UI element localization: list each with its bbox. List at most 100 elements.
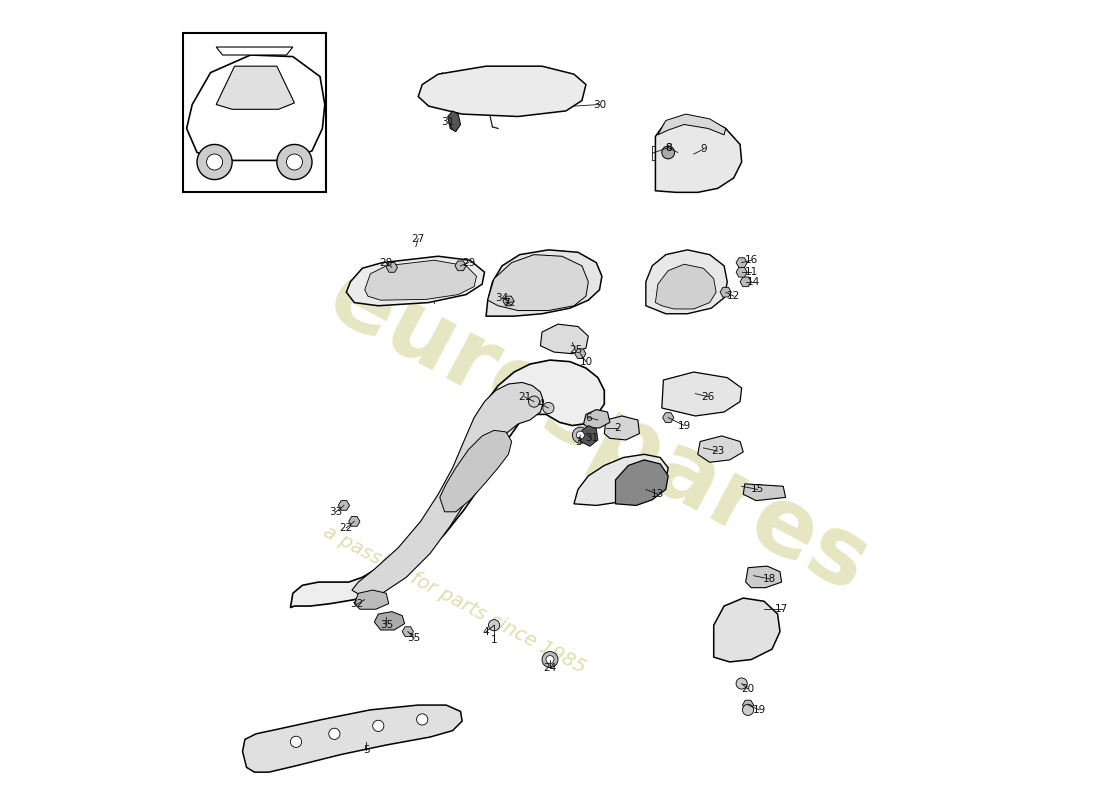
- Circle shape: [736, 678, 747, 689]
- Text: 2: 2: [615, 423, 622, 433]
- Polygon shape: [365, 260, 476, 300]
- Polygon shape: [662, 413, 674, 422]
- Polygon shape: [187, 55, 324, 161]
- Text: 35: 35: [379, 620, 393, 630]
- Text: 31: 31: [441, 117, 454, 127]
- Text: 8: 8: [664, 142, 671, 153]
- Text: 5: 5: [363, 745, 370, 754]
- Polygon shape: [418, 66, 586, 117]
- Text: 14: 14: [747, 277, 760, 287]
- Polygon shape: [697, 436, 744, 462]
- Polygon shape: [575, 349, 586, 358]
- Polygon shape: [574, 454, 668, 506]
- Polygon shape: [217, 47, 293, 55]
- Polygon shape: [656, 117, 741, 192]
- Text: 17: 17: [776, 604, 789, 614]
- Polygon shape: [714, 598, 780, 662]
- Polygon shape: [403, 626, 414, 637]
- Text: 10: 10: [580, 357, 593, 366]
- Text: 32: 32: [350, 599, 363, 610]
- Text: 7: 7: [503, 298, 509, 307]
- FancyBboxPatch shape: [183, 33, 327, 192]
- Text: 21: 21: [518, 392, 531, 402]
- Text: 12: 12: [727, 291, 740, 301]
- Polygon shape: [662, 372, 741, 416]
- Circle shape: [290, 736, 301, 747]
- Polygon shape: [386, 262, 397, 272]
- Text: 19: 19: [678, 421, 691, 430]
- Text: 29: 29: [462, 258, 475, 268]
- Circle shape: [542, 402, 554, 414]
- Polygon shape: [448, 111, 461, 132]
- Text: 15: 15: [751, 485, 764, 494]
- Circle shape: [197, 145, 232, 179]
- Text: 27: 27: [411, 234, 425, 244]
- Polygon shape: [374, 612, 405, 630]
- Circle shape: [207, 154, 222, 170]
- Polygon shape: [736, 267, 747, 277]
- Polygon shape: [339, 501, 350, 510]
- Circle shape: [528, 396, 540, 407]
- Polygon shape: [354, 590, 388, 610]
- Polygon shape: [290, 360, 604, 608]
- Text: 1: 1: [491, 634, 497, 645]
- Polygon shape: [440, 430, 512, 512]
- Circle shape: [572, 427, 588, 443]
- Polygon shape: [217, 66, 295, 110]
- Circle shape: [488, 620, 499, 630]
- Polygon shape: [656, 264, 716, 309]
- Polygon shape: [744, 484, 785, 501]
- Text: 22: 22: [340, 522, 353, 533]
- Text: 26: 26: [702, 392, 715, 402]
- Circle shape: [286, 154, 302, 170]
- Polygon shape: [349, 517, 360, 526]
- Polygon shape: [736, 258, 747, 267]
- Polygon shape: [503, 296, 514, 306]
- Polygon shape: [742, 700, 754, 710]
- Polygon shape: [487, 254, 588, 310]
- Text: 18: 18: [763, 574, 777, 584]
- Text: eurospares: eurospares: [312, 251, 883, 613]
- Circle shape: [329, 728, 340, 739]
- Text: 6: 6: [585, 413, 592, 422]
- Polygon shape: [658, 114, 726, 135]
- Polygon shape: [242, 705, 462, 772]
- Text: 4: 4: [483, 626, 490, 637]
- Text: 4: 4: [537, 399, 543, 409]
- Polygon shape: [746, 566, 782, 588]
- Text: 11: 11: [745, 267, 758, 278]
- Circle shape: [576, 431, 584, 439]
- Polygon shape: [583, 410, 609, 428]
- Circle shape: [742, 704, 754, 715]
- Text: 16: 16: [745, 255, 758, 266]
- Circle shape: [277, 145, 312, 179]
- Text: 19: 19: [752, 705, 766, 715]
- Text: 3: 3: [575, 437, 582, 446]
- Text: 23: 23: [711, 446, 724, 456]
- Circle shape: [662, 146, 674, 159]
- Polygon shape: [581, 426, 598, 446]
- Text: 24: 24: [543, 662, 557, 673]
- Text: 25: 25: [569, 346, 582, 355]
- Text: 35: 35: [408, 633, 421, 643]
- Text: 33: 33: [329, 507, 342, 517]
- Polygon shape: [352, 382, 543, 598]
- Polygon shape: [740, 277, 751, 286]
- Polygon shape: [646, 250, 727, 314]
- Text: 20: 20: [741, 684, 755, 694]
- Polygon shape: [346, 256, 484, 306]
- Text: 13: 13: [651, 490, 664, 499]
- Circle shape: [542, 651, 558, 667]
- Text: 34: 34: [495, 293, 508, 302]
- Text: 8: 8: [664, 142, 671, 153]
- Text: 9: 9: [700, 144, 706, 154]
- Circle shape: [546, 655, 554, 663]
- Polygon shape: [616, 460, 668, 506]
- Polygon shape: [540, 324, 589, 354]
- Circle shape: [417, 714, 428, 725]
- Circle shape: [373, 720, 384, 731]
- Polygon shape: [604, 416, 639, 440]
- Text: 7: 7: [503, 298, 509, 307]
- Text: 30: 30: [593, 99, 606, 110]
- Polygon shape: [486, 250, 602, 316]
